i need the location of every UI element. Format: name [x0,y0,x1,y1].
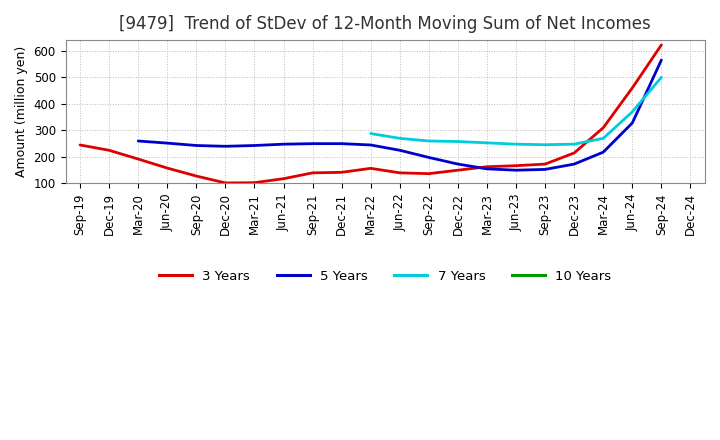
5 Years [454,161,462,167]
5 Years [192,143,201,148]
Line: 3 Years: 3 Years [80,45,662,183]
3 Years [221,180,230,186]
5 Years [279,142,288,147]
3 Years [76,142,84,147]
5 Years [425,155,433,160]
7 Years [454,139,462,144]
3 Years [192,173,201,179]
3 Years [134,156,143,161]
7 Years [395,136,404,141]
3 Years [512,163,521,169]
7 Years [628,109,636,114]
7 Years [482,140,491,146]
3 Years [308,170,317,176]
5 Years [395,148,404,153]
3 Years [105,148,114,153]
7 Years [657,75,666,80]
Y-axis label: Amount (million yen): Amount (million yen) [15,46,28,177]
5 Years [599,150,608,155]
3 Years [338,170,346,175]
7 Years [570,142,578,147]
3 Years [657,42,666,48]
Line: 7 Years: 7 Years [371,77,662,145]
3 Years [599,125,608,130]
7 Years [541,142,549,147]
5 Years [366,142,375,147]
7 Years [425,138,433,143]
7 Years [366,131,375,136]
Legend: 3 Years, 5 Years, 7 Years, 10 Years: 3 Years, 5 Years, 7 Years, 10 Years [153,264,617,288]
5 Years [570,161,578,167]
3 Years [163,165,171,171]
3 Years [425,171,433,176]
3 Years [279,176,288,181]
7 Years [512,142,521,147]
3 Years [628,85,636,91]
5 Years [338,141,346,146]
5 Years [657,57,666,62]
5 Years [250,143,258,148]
3 Years [482,164,491,169]
5 Years [628,120,636,125]
5 Years [541,167,549,172]
5 Years [308,141,317,146]
3 Years [570,150,578,156]
3 Years [366,166,375,171]
3 Years [395,170,404,176]
3 Years [541,161,549,167]
3 Years [454,168,462,173]
Title: [9479]  Trend of StDev of 12-Month Moving Sum of Net Incomes: [9479] Trend of StDev of 12-Month Moving… [120,15,651,33]
7 Years [599,136,608,141]
Line: 5 Years: 5 Years [138,60,662,170]
5 Years [512,168,521,173]
5 Years [163,140,171,146]
5 Years [482,166,491,172]
5 Years [134,138,143,143]
5 Years [221,144,230,149]
3 Years [250,180,258,185]
